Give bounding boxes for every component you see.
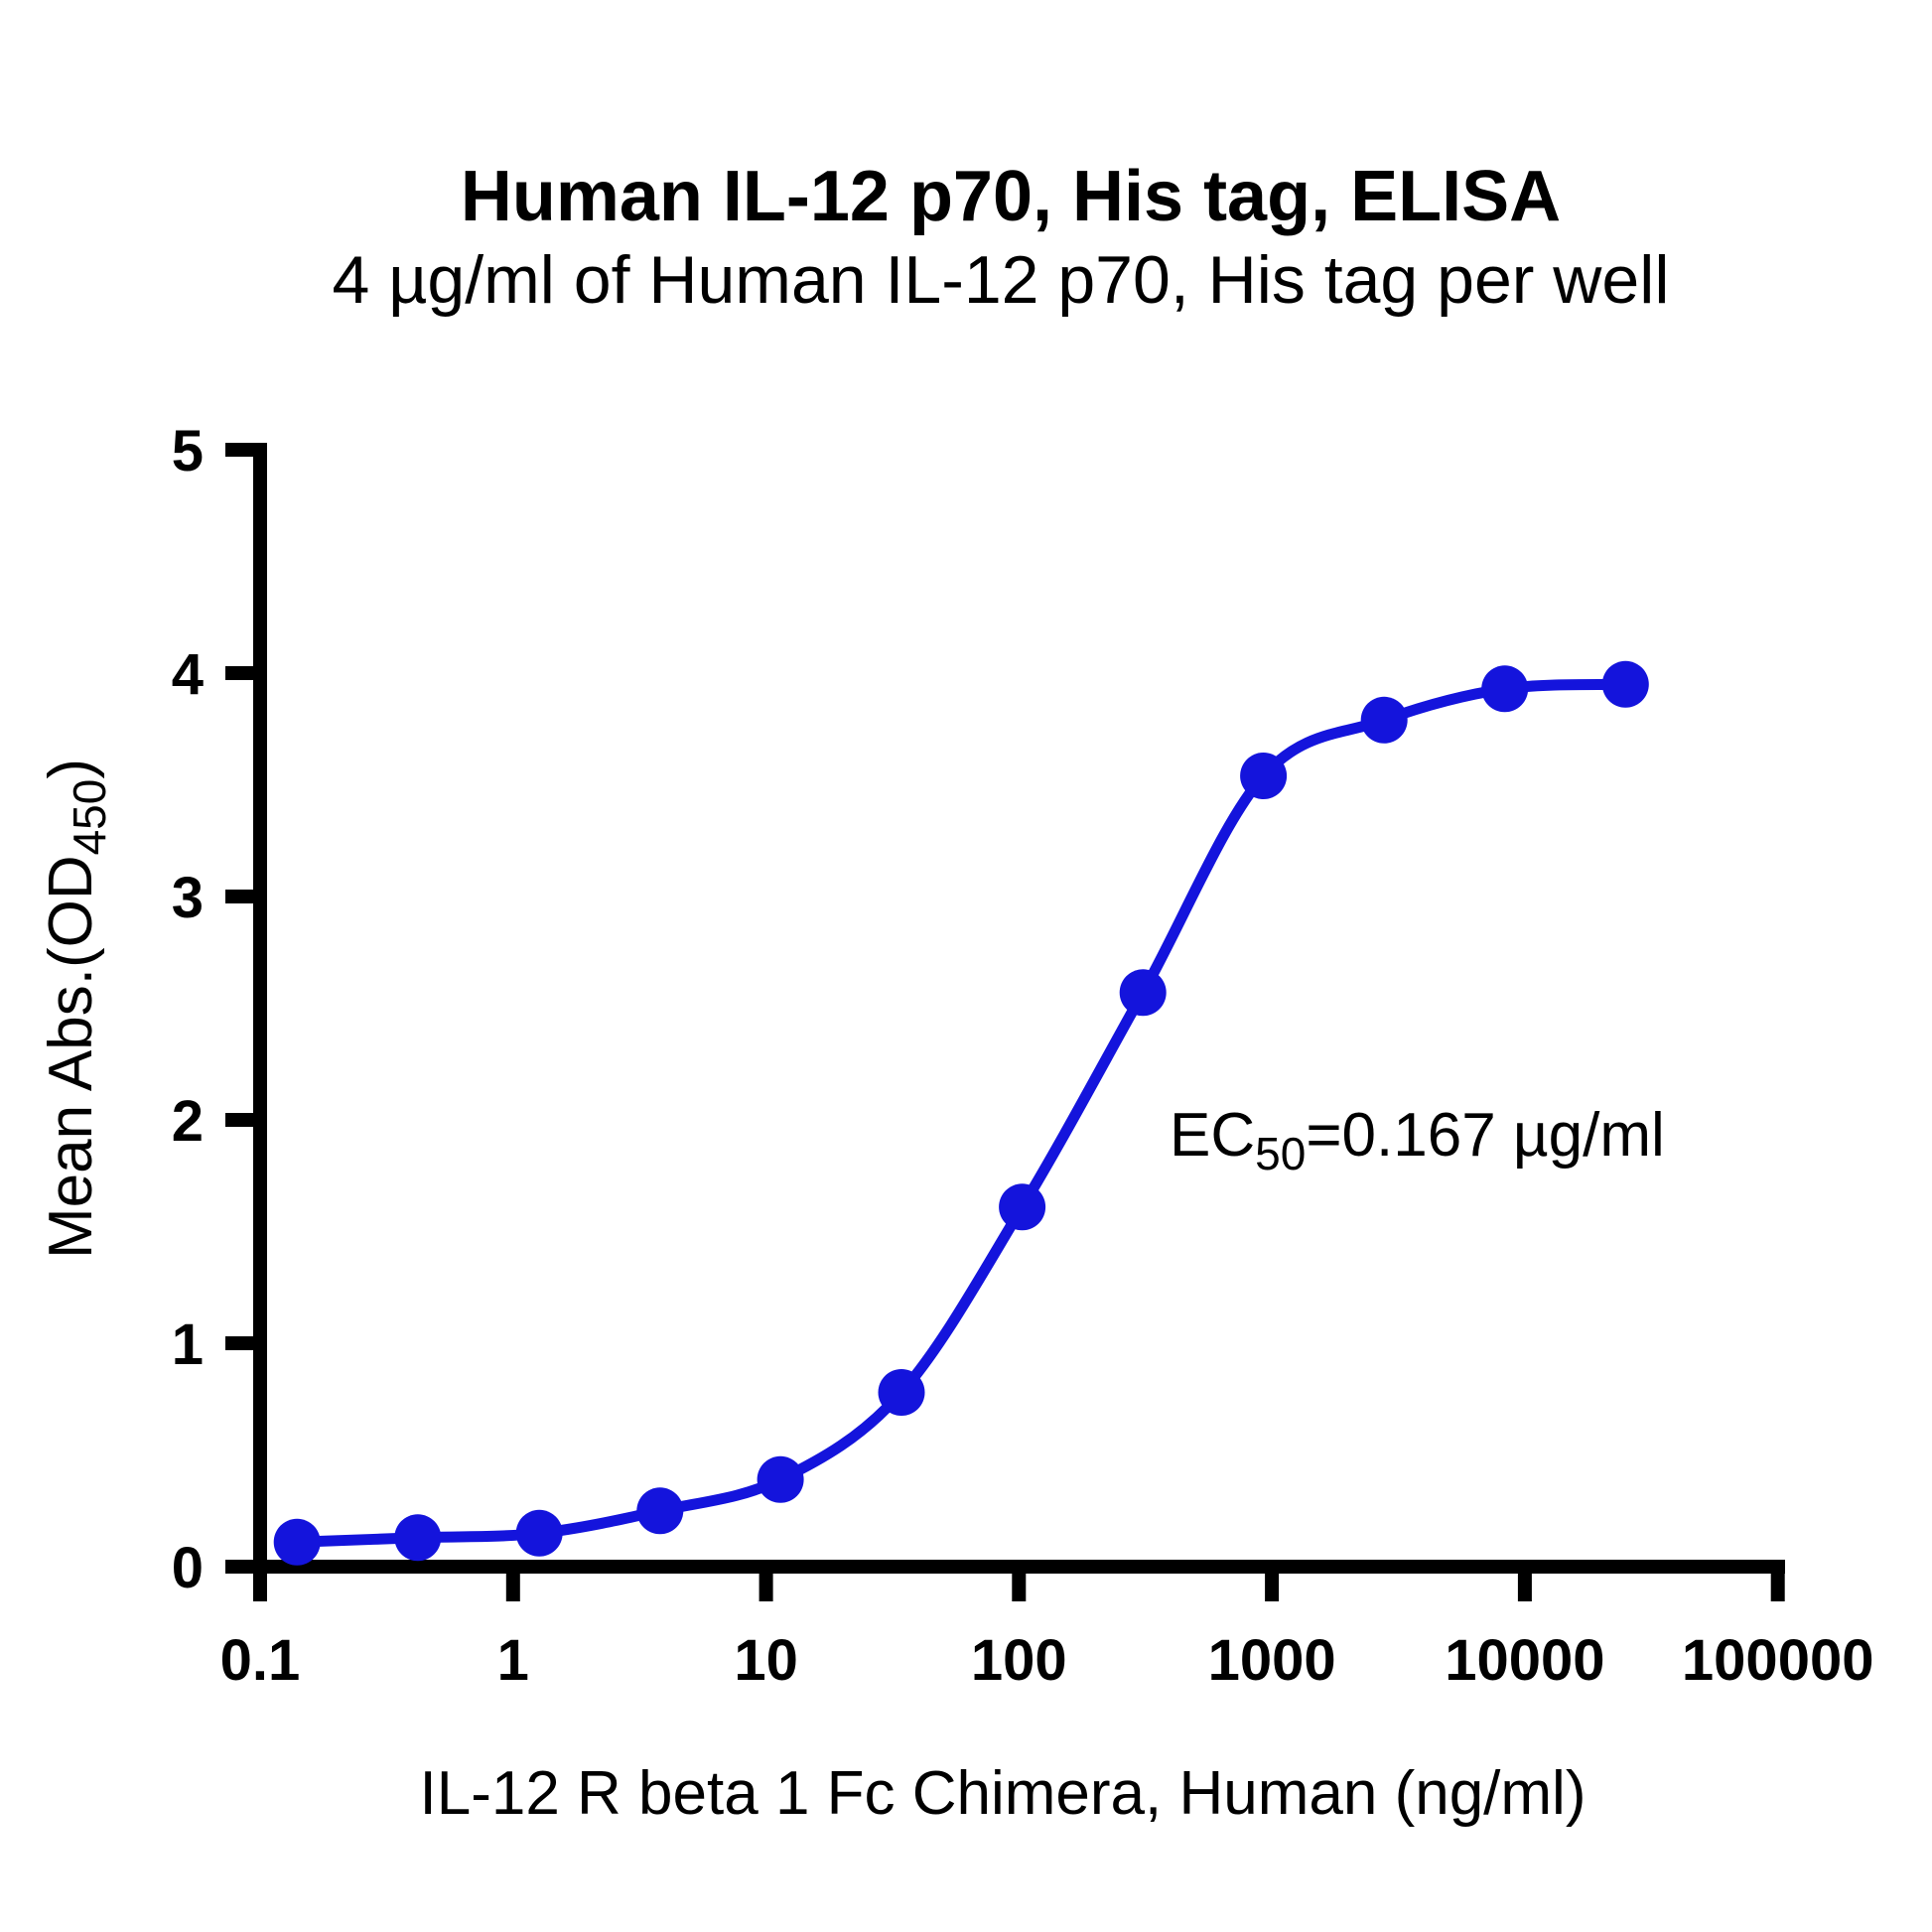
- axes: [225, 443, 1785, 1601]
- data-point: [394, 1514, 442, 1562]
- data-point: [515, 1509, 563, 1557]
- y-tick-label: 3: [172, 866, 204, 930]
- y-tick: [225, 890, 253, 903]
- data-point: [1240, 753, 1288, 799]
- x-tick: [505, 1574, 520, 1601]
- ec50-annotation: EC50=0.167 µg/ml: [1170, 1101, 1665, 1179]
- y-axis-title-close: ): [37, 759, 105, 779]
- y-tick-labels: 0 1 2 3 4 5: [172, 419, 204, 1600]
- y-tick-label: 0: [172, 1536, 204, 1600]
- ec50-subscript: 50: [1255, 1128, 1306, 1179]
- x-tick: [759, 1574, 773, 1601]
- y-tick: [225, 1560, 253, 1574]
- chart-title: Human IL-12 p70, His tag, ELISA: [461, 157, 1561, 236]
- ec50-prefix: EC: [1170, 1101, 1255, 1170]
- y-tick: [225, 666, 253, 680]
- y-axis-title-subscript: 450: [64, 779, 115, 856]
- x-tick-label: 0.1: [220, 1628, 301, 1693]
- data-point: [273, 1518, 321, 1566]
- data-point: [1481, 665, 1529, 713]
- y-tick-label: 2: [172, 1089, 204, 1154]
- x-tick-labels: 0.1 1 10 100 1000 10000 100000: [220, 1628, 1874, 1693]
- x-tick-label: 10: [734, 1628, 798, 1693]
- y-tick: [225, 1113, 253, 1127]
- data-point: [999, 1183, 1046, 1231]
- y-tick: [225, 1336, 253, 1350]
- x-tick-label: 1000: [1208, 1628, 1336, 1693]
- data-point: [1360, 696, 1408, 744]
- data-point: [636, 1487, 684, 1535]
- ec50-value: =0.167 µg/ml: [1306, 1101, 1664, 1170]
- y-tick-label: 5: [172, 419, 204, 483]
- x-axis-ticks: [253, 1574, 1785, 1601]
- x-tick: [1517, 1574, 1532, 1601]
- x-tick: [1770, 1574, 1785, 1601]
- y-axis-title: Mean Abs.(OD450): [37, 759, 115, 1259]
- x-tick: [1265, 1574, 1280, 1601]
- x-axis-line: [225, 1560, 1785, 1574]
- chart-subtitle: 4 µg/ml of Human IL-12 p70, His tag per …: [333, 242, 1670, 318]
- y-tick-label: 1: [172, 1312, 204, 1377]
- y-tick-label: 4: [172, 642, 204, 707]
- x-tick-label: 10000: [1445, 1628, 1604, 1693]
- y-axis-ticks: [225, 443, 253, 1574]
- x-tick-label: 100: [971, 1628, 1067, 1693]
- x-tick: [1012, 1574, 1027, 1601]
- x-axis-title: IL-12 R beta 1 Fc Chimera, Human (ng/ml): [420, 1759, 1587, 1828]
- data-point: [1601, 660, 1649, 708]
- data-point: [878, 1369, 925, 1416]
- x-tick-label: 1: [497, 1628, 529, 1693]
- y-axis-title-main: Mean Abs.(OD: [37, 855, 105, 1259]
- data-point: [757, 1455, 804, 1503]
- x-tick-label: 100000: [1682, 1628, 1874, 1693]
- y-tick: [225, 443, 253, 457]
- data-point: [1119, 969, 1167, 1017]
- x-tick: [253, 1574, 267, 1601]
- plot-area: [273, 660, 1649, 1566]
- y-axis-line: [253, 443, 267, 1574]
- data-points: [273, 660, 1649, 1566]
